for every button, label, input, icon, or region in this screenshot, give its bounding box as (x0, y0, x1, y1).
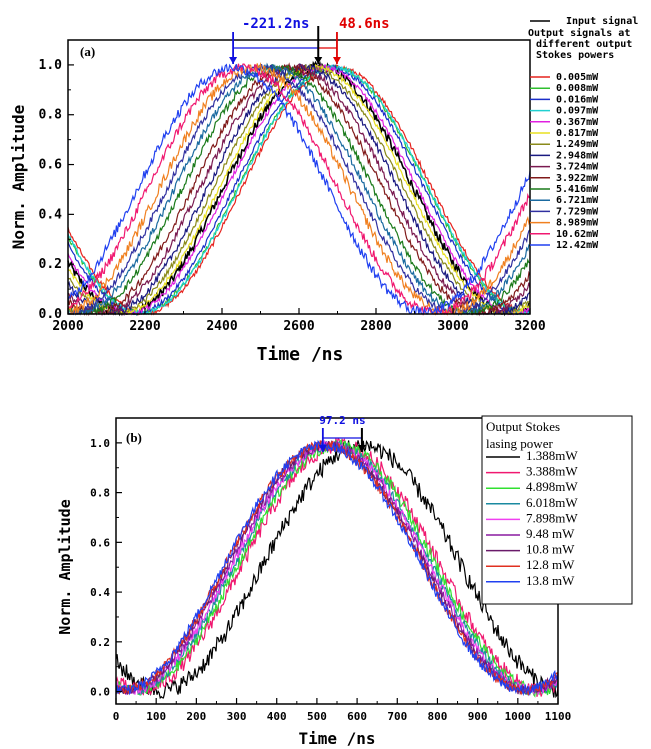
legend-label: 1.388mW (526, 448, 578, 463)
reference-arrowhead (357, 445, 366, 452)
legend-label: 3.922mW (556, 173, 599, 184)
legend-label: 6.721mW (556, 195, 599, 206)
legend-label: 0.367mW (556, 117, 599, 128)
series-line-2.948mw (67, 63, 531, 316)
annotation-arrowhead (332, 57, 341, 64)
panel-b-annotations: 97.2 ns (318, 414, 366, 452)
panel-a-legend-title-line-1: Input signal (566, 15, 638, 27)
y-tick-label: 0.6 (90, 536, 110, 549)
legend-label: 7.898mW (526, 510, 578, 525)
legend-label: 3.724mW (556, 162, 599, 173)
series-line-12.42mw (67, 63, 531, 316)
x-tick-label: 200 (186, 710, 206, 723)
panel-a-legend-title-line-2: Output signals at (528, 27, 630, 39)
x-tick-label: 700 (387, 710, 407, 723)
legend-label: 13.8 mW (526, 573, 575, 588)
y-tick-label: 1.0 (39, 58, 63, 73)
legend-label: 9.48 mW (526, 526, 575, 541)
y-tick-label: 0.4 (90, 586, 110, 599)
panel-b-legend-title-line-1: Output Stokes (486, 419, 560, 434)
panel-a-chart: 2000 2200 2400 2600 2800 3000 3200 0.00.20.40.… (9, 15, 638, 365)
panel-b-legend: Output Stokes lasing power 1.388mW3.388m… (481, 415, 633, 605)
x-tick-label: 900 (468, 710, 488, 723)
x-tick-label: 1100 (545, 710, 572, 723)
legend-label: 1.249mW (556, 139, 599, 150)
x-tick-label: 2200 (129, 319, 160, 334)
legend-label: 0.097mW (556, 106, 599, 117)
annotation-label: -221.2ns (242, 16, 309, 32)
x-tick-label: 2600 (283, 319, 314, 334)
x-tick-label: 3200 (514, 319, 545, 334)
panel-b-series-group (115, 437, 559, 700)
annotation-label: 48.6ns (339, 16, 390, 32)
panel-a-series-group (67, 60, 531, 317)
x-tick-label: 800 (428, 710, 448, 723)
panel-b-chart: 0 100 200 300 400 500 600 700 800 900 1000 1100 0.0… (56, 414, 633, 748)
legend-label: 10.62mW (556, 229, 599, 240)
series-line-3.724mw (67, 63, 531, 317)
y-tick-label: 0.6 (39, 158, 63, 173)
y-tick-label: 0.0 (90, 686, 110, 699)
x-tick-label: 600 (347, 710, 367, 723)
legend-label: 0.008mW (556, 83, 599, 94)
x-tick-label: 2400 (206, 319, 237, 334)
x-tick-label: 1000 (505, 710, 532, 723)
y-tick-label: 0.8 (90, 487, 110, 500)
y-tick-label: 1.0 (90, 437, 110, 450)
y-tick-label: 0.2 (90, 636, 110, 649)
panel-b-x-ticks: 0 100 200 300 400 500 600 700 800 900 1000 1100 (113, 698, 572, 723)
legend-label: 2.948mW (556, 150, 599, 161)
panel-a-legend: Input signal Output signals at different… (528, 15, 638, 251)
x-tick-label: 500 (307, 710, 327, 723)
legend-label: 0.817mW (556, 128, 599, 139)
panel-b-x-axis-label: Time /ns (298, 729, 375, 748)
series-line-0.817mw (67, 64, 531, 316)
legend-label: 0.005mW (556, 72, 599, 83)
panel-a-legend-title-line-4: Stokes powers (536, 50, 614, 61)
annotation-label: 97.2 ns (319, 414, 365, 427)
legend-label: 12.42mW (556, 240, 599, 251)
panel-a-x-ticks: 2000 2200 2400 2600 2800 3000 3200 (52, 308, 546, 334)
legend-label: 7.729mW (556, 206, 599, 217)
legend-label: 4.898mW (526, 479, 578, 494)
reference-arrowhead (314, 57, 323, 64)
legend-label: 5.416mW (556, 184, 599, 195)
annotation-arrowhead (229, 57, 238, 64)
y-tick-label: 0.8 (39, 108, 63, 123)
x-tick-label: 400 (267, 710, 287, 723)
panel-a-legend-title-line-3: different output (536, 38, 632, 50)
legend-label: 3.388mW (526, 464, 578, 479)
x-tick-label: 300 (227, 710, 247, 723)
panel-b-legend-box (481, 415, 633, 605)
series-line-13.8mw (115, 439, 559, 697)
legend-label: 8.989mW (556, 218, 599, 229)
panel-a-x-axis-label: Time /ns (257, 344, 344, 365)
y-tick-label: 0.2 (39, 257, 62, 272)
x-tick-label: 100 (146, 710, 166, 723)
y-tick-label: 0.0 (39, 307, 63, 322)
legend-label: 0.016mW (556, 94, 599, 105)
panel-b-y-axis-label: Norm. Amplitude (56, 499, 74, 634)
panel-a-y-axis-label: Norm. Amplitude (9, 105, 28, 250)
legend-label: 10.8 mW (526, 542, 575, 557)
annotation-arrowhead (318, 445, 327, 452)
legend-label: 6.018mW (526, 495, 578, 510)
y-tick-label: 0.4 (39, 207, 63, 222)
legend-label: 12.8 mW (526, 557, 575, 572)
panel-a-annotations: -221.2ns 48.6ns (229, 16, 390, 64)
x-tick-label: 2800 (360, 319, 391, 334)
x-tick-label: 2000 (52, 319, 83, 334)
series-line-9.48mw (115, 440, 559, 697)
x-tick-label: 3000 (437, 319, 468, 334)
x-tick-label: 0 (113, 710, 120, 723)
panel-b-y-ticks: 0.0 0.2 0.4 0.6 0.8 1.0 (90, 437, 122, 699)
panel-b-label: (b) (126, 430, 142, 445)
panel-a-y-ticks: 0.0 0.2 0.4 0.6 0.8 1.0 (39, 58, 74, 322)
panel-b-legend-title-line-2: lasing power (486, 436, 553, 451)
panel-a-label: (a) (80, 44, 95, 59)
